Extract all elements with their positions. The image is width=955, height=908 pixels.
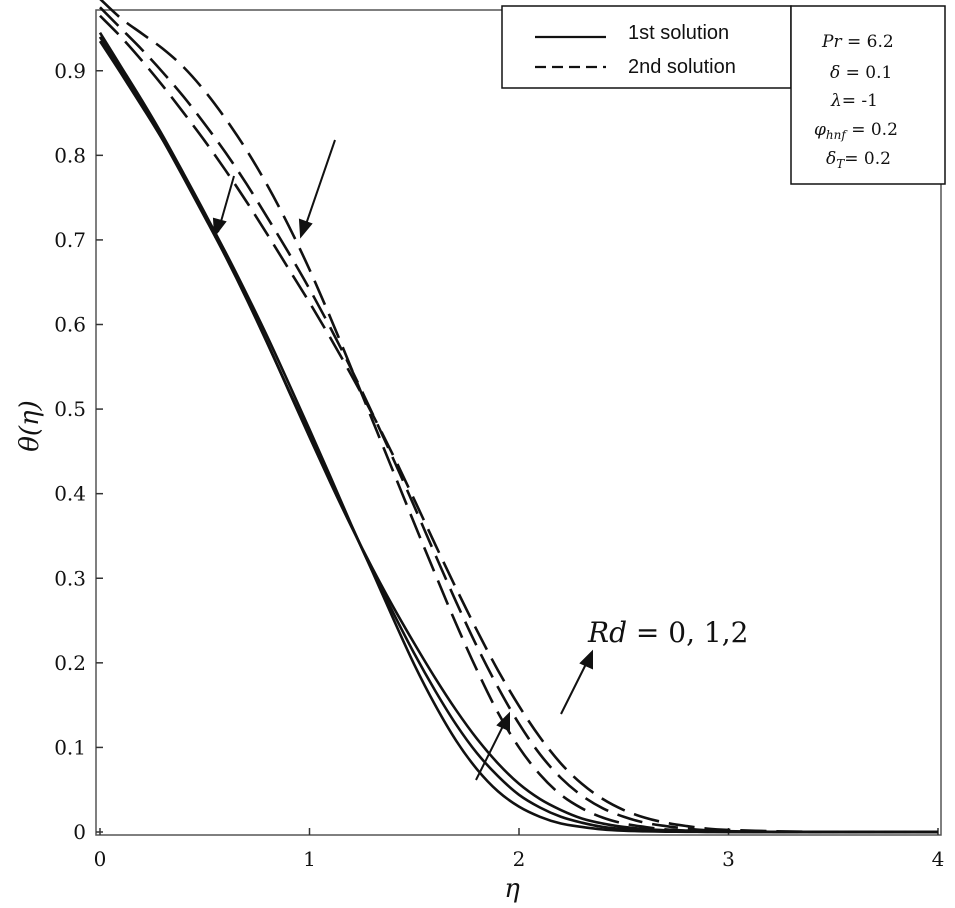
param-delta-t: δT= 0.2: [826, 149, 891, 171]
param-phi-sub: hnf: [826, 128, 848, 142]
param-pr-symbol: Pr: [821, 32, 842, 52]
param-pr-value: = 6.2: [842, 32, 894, 52]
y-tick-label: 0.1: [54, 735, 86, 759]
legend-first-label: 1st solution: [628, 22, 729, 44]
second-solution-line-5: [99, 14, 939, 834]
param-lambda-symbol: λ: [830, 91, 842, 111]
y-tick-label: 0.3: [54, 566, 86, 590]
y-axis-label: θ(η): [15, 400, 45, 452]
y-tick-label: 0.2: [54, 651, 86, 675]
parameter-box: Pr = 6.2 δ = 0.1 λ= -1 φhnf = 0.2 δT= 0.…: [790, 5, 946, 185]
param-delta-value: = 0.1: [840, 63, 892, 83]
arrow-first-top-head: [212, 217, 227, 238]
param-lambda-value: = -1: [842, 91, 878, 111]
legend-box: [501, 5, 792, 89]
legend: 1st solution 2nd solution: [501, 5, 792, 89]
y-tick-label: 0.6: [54, 313, 86, 337]
axis-ticks: 0 1 2 3 4 0 0.1 0.2 0.3 0.4 0.5 0.6 0.7 0.8 0.9: [54, 59, 944, 871]
parameter-box-frame: [790, 5, 946, 185]
y-tick-label: 0.4: [54, 482, 86, 506]
param-delta: δ = 0.1: [830, 63, 892, 83]
y-tick-label: 0: [73, 820, 86, 844]
param-delta-t-sub: T: [836, 157, 845, 171]
param-phi: φhnf = 0.2: [814, 120, 898, 142]
y-tick-label: 0.8: [54, 143, 86, 167]
y-tick-label: 0.5: [54, 397, 86, 421]
param-delta-symbol: δ: [830, 63, 840, 83]
arrow-second-bottom-head: [579, 649, 593, 670]
x-tick-label: 1: [303, 847, 316, 871]
x-tick-label: 2: [513, 847, 526, 871]
x-tick-label: 0: [94, 847, 107, 871]
rd-annotation: Rd = 0, 1,2: [587, 616, 748, 649]
x-axis-label: η: [504, 874, 520, 904]
x-tick-label: 3: [722, 847, 735, 871]
param-phi-symbol: φ: [814, 120, 826, 140]
param-phi-value: = 0.2: [846, 120, 898, 140]
arrow-first-bottom-head: [496, 711, 510, 732]
rd-symbol: Rd: [587, 616, 627, 649]
arrow-second-top-head: [298, 218, 313, 239]
series-layer: [98, 0, 939, 834]
rd-values: = 0, 1,2: [627, 616, 748, 649]
param-lambda: λ= -1: [830, 91, 878, 111]
second-solution-line-4: [99, 6, 938, 834]
arrow-second-top: [302, 139, 336, 234]
param-delta-t-symbol: δ: [826, 149, 836, 169]
param-delta-t-value: = 0.2: [844, 149, 891, 169]
y-tick-label: 0.9: [54, 59, 86, 83]
param-pr: Pr = 6.2: [821, 32, 894, 52]
x-tick-label: 4: [932, 847, 945, 871]
legend-second-label: 2nd solution: [628, 56, 736, 78]
trend-arrows: [212, 139, 593, 781]
y-tick-label: 0.7: [54, 228, 86, 252]
arrow-first-bottom: [475, 717, 508, 781]
